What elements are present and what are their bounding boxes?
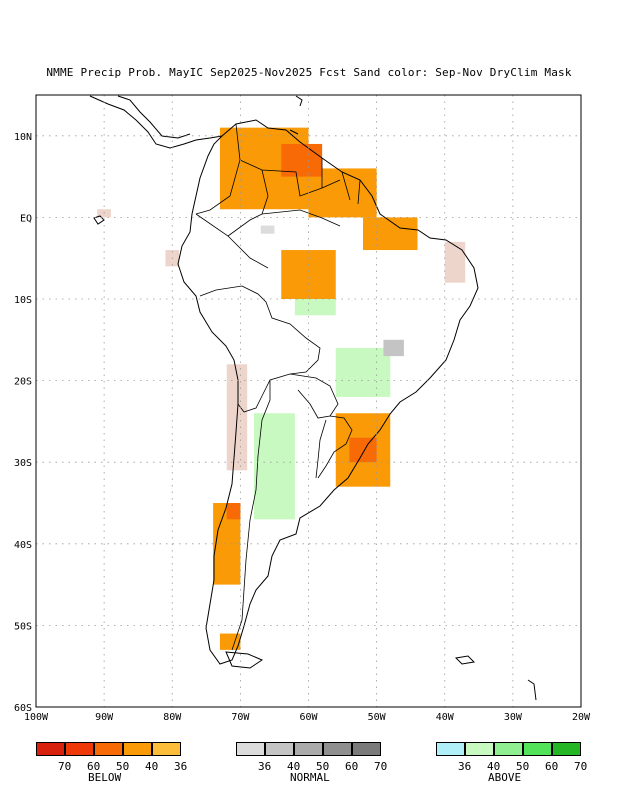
swatch-below-40 — [123, 742, 152, 756]
lon-tick-label: 70W — [231, 712, 250, 723]
map-frame — [35, 94, 582, 708]
swatch-above-50 — [494, 742, 523, 756]
legend-normal-tick: 50 — [316, 760, 330, 773]
forecast-cell-below — [281, 250, 336, 299]
swatch-below-70 — [36, 742, 65, 756]
legend-above-tick: 50 — [516, 760, 530, 773]
swatch-above-36 — [436, 742, 465, 756]
forecast-shading — [213, 127, 418, 650]
forecast-cell-below — [219, 633, 241, 650]
lat-tick-label: EQ — [20, 213, 32, 224]
swatch-normal-50 — [294, 742, 323, 756]
forecast-cell-below — [226, 503, 241, 520]
legend-above-tick: 60 — [545, 760, 559, 773]
legend-below-tick: 40 — [145, 760, 159, 773]
legend-normal-tick: 36 — [258, 760, 272, 773]
page-title: NMME Precip Prob. MayIC Sep2025-Nov2025 … — [46, 66, 572, 79]
lat-tick-label: 10S — [14, 295, 32, 306]
coastline-layer — [89, 95, 537, 701]
lon-tick-label: 80W — [163, 712, 182, 723]
swatch-above-40 — [465, 742, 494, 756]
falkland-islands — [454, 655, 476, 665]
lat-tick-label: 40S — [14, 540, 32, 551]
forecast-cell-normal — [383, 339, 404, 357]
legend-below-tick: 60 — [87, 760, 101, 773]
swatch-below-60 — [65, 742, 94, 756]
legend-below-tick: 70 — [58, 760, 72, 773]
legend-above-tick: 36 — [458, 760, 472, 773]
central-america-coastline — [89, 95, 223, 149]
forecast-cell-above — [335, 347, 391, 397]
lat-lon-grid — [36, 95, 581, 707]
lat-tick-label: 30S — [14, 458, 32, 469]
lon-tick-label: 50W — [368, 712, 387, 723]
lon-tick-label: 30W — [504, 712, 523, 723]
lon-tick-labels: 100W 90W 80W 70W 60W 50W 40W 30W 20W — [24, 712, 591, 723]
country-borders — [195, 123, 361, 651]
caribbean-islands — [289, 95, 303, 135]
lon-tick-label: 40W — [436, 712, 455, 723]
forecast-cell-below — [349, 437, 377, 463]
legend-above-tick: 40 — [487, 760, 501, 773]
legend-below-title: BELOW — [88, 771, 122, 784]
south-georgia — [527, 679, 537, 701]
lat-tick-label: 50S — [14, 621, 32, 632]
forecast-cell-above — [254, 413, 295, 520]
swatch-below-50 — [94, 742, 123, 756]
lon-tick-label: 100W — [24, 712, 49, 723]
legend-above-title: ABOVE — [488, 771, 522, 784]
legend-below-tick: 36 — [174, 760, 188, 773]
swatch-normal-36 — [236, 742, 265, 756]
lat-tick-label: 60S — [14, 703, 32, 714]
legend-above-tick: 70 — [574, 760, 588, 773]
lon-tick-label: 60W — [299, 712, 318, 723]
lat-tick-label: 20S — [14, 377, 32, 388]
forecast-cell-below — [363, 217, 418, 251]
lat-tick-labels: 10N EQ 10S 20S 30S 40S 50S 60S — [14, 132, 32, 714]
central-america-coastline-north — [117, 95, 191, 139]
legend-normal-tick: 70 — [374, 760, 388, 773]
swatch-normal-40 — [265, 742, 294, 756]
swatch-normal-70 — [352, 742, 381, 756]
lon-tick-label: 20W — [572, 712, 591, 723]
lat-tick-label: 10N — [14, 132, 32, 143]
legend-below-tick: 50 — [116, 760, 130, 773]
south-america-coastline — [177, 119, 479, 665]
lon-tick-label: 90W — [95, 712, 114, 723]
forecast-cell-above — [294, 299, 336, 316]
tierra-del-fuego — [225, 651, 264, 669]
swatch-above-60 — [523, 742, 552, 756]
swatch-below-36 — [152, 742, 181, 756]
swatch-normal-60 — [323, 742, 352, 756]
swatch-above-70 — [552, 742, 581, 756]
forecast-cell-normal — [260, 225, 275, 234]
legend-normal-title: NORMAL — [290, 771, 330, 784]
legend-normal-tick: 60 — [345, 760, 359, 773]
legend-normal-tick: 40 — [287, 760, 301, 773]
dryclim-cell — [444, 241, 466, 283]
